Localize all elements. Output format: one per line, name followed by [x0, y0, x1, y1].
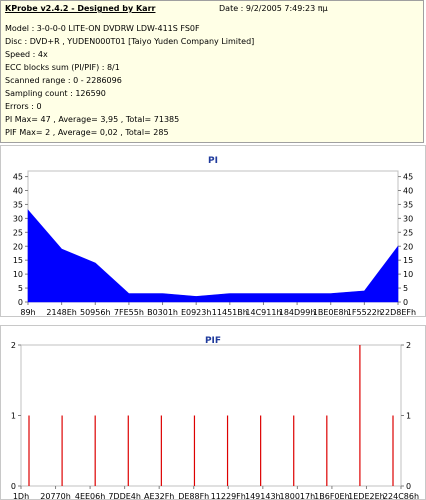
pi-x-tick-label: 11451Bh — [212, 308, 248, 316]
pi-y-tick-label: 35 — [13, 200, 23, 209]
pi-x-tick-label: 1BE0E8h — [313, 308, 349, 316]
pi-x-tick-label: E0923h — [181, 308, 211, 316]
pif-x-tick-label: 11229Fh — [211, 492, 246, 499]
pif-plot-area — [20, 344, 402, 487]
pif-x-tick-label: 1Dh — [13, 492, 29, 499]
pi-y-tick-label: 25 — [13, 228, 23, 237]
info-pi-stats: PI Max= 47 , Average= 3,95 , Total= 7138… — [5, 115, 180, 124]
pi-x-tick-label: 50956h — [80, 308, 111, 316]
pi-y-tick-label: 0 — [18, 298, 23, 307]
pif-x-tick-label: 7DDE4h — [108, 492, 141, 499]
pif-x-tick-label: 180017h — [280, 492, 316, 499]
pi-chart-panel: PI 45 45 40 40 35 35 30 30 25 25 20 20 15 15 10 10 5 5 0 0 8… — [0, 145, 426, 317]
pi-x-tick-label: 89h — [20, 308, 35, 316]
pi-y-tick-label-right: 0 — [403, 298, 408, 307]
info-range: Scanned range : 0 - 2286096 — [5, 76, 122, 85]
pi-y-tick-label: 30 — [13, 214, 23, 223]
pi-y-tick-label-right: 35 — [403, 200, 413, 209]
pif-x-tick-label: 224C86h — [383, 492, 419, 499]
info-model: Model : 3-0-0-0 LITE-ON DVDRW LDW-411S F… — [5, 24, 200, 33]
pif-y-tick-label-right: 2 — [406, 341, 411, 350]
pif-x-tick-label: 1EDE2Eh — [348, 492, 385, 499]
pi-x-tick-label: B0301h — [147, 308, 178, 316]
pi-series-area — [27, 209, 399, 303]
pif-x-tick-label: 149143h — [245, 492, 281, 499]
info-disc: Disc : DVD+R , YUDEN000T01 [Taiyo Yuden … — [5, 37, 255, 46]
pi-y-tick-label-right: 10 — [403, 270, 413, 279]
pi-y-tick-label-right: 20 — [403, 242, 413, 251]
pi-y-tick-label: 5 — [18, 284, 23, 293]
pif-x-tick-label: 20770h — [40, 492, 71, 499]
info-pif-stats: PIF Max= 2 , Average= 0,02 , Total= 285 — [5, 128, 169, 137]
info-panel: KProbe v2.4.2 - Designed by Karr Date : … — [0, 0, 424, 143]
pi-y-tick-label-right: 15 — [403, 256, 413, 265]
info-errors: Errors : 0 — [5, 102, 42, 111]
pi-x-tick-label: 1F5522h — [347, 308, 382, 316]
pif-y-tick-label-right: 0 — [406, 482, 411, 491]
pif-chart-panel: PIF 2 2 1 1 0 0 1Dh 20770h 4EE06h 7DDE4h AE32Fh DE8… — [0, 325, 426, 500]
pi-y-tick-label: 45 — [13, 173, 23, 182]
pi-y-tick-label-right: 40 — [403, 187, 413, 196]
pi-chart-title: PI — [208, 156, 218, 166]
pi-y-tick-label-right: 5 — [403, 284, 408, 293]
pif-y-tick-label: 1 — [11, 412, 16, 421]
pi-x-tick-label: 184D99h — [279, 308, 316, 316]
pi-y-tick-label: 15 — [13, 256, 23, 265]
pi-x-tick-label: 7FE55h — [114, 308, 144, 316]
app-title: KProbe v2.4.2 - Designed by Karr — [5, 4, 156, 13]
pi-y-tick-label: 10 — [13, 270, 23, 279]
pif-chart-title: PIF — [204, 336, 222, 346]
pif-y-tick-label: 2 — [11, 341, 16, 350]
info-sampling: Sampling count : 126590 — [5, 89, 106, 98]
pif-y-tick-label-right: 1 — [406, 412, 411, 421]
info-ecc: ECC blocks sum (PI/PIF) : 8/1 — [5, 63, 120, 72]
pi-x-tick-label: 2148Eh — [46, 308, 76, 316]
pi-y-tick-label-right: 25 — [403, 228, 413, 237]
pif-x-tick-label: DE88Fh — [178, 492, 209, 499]
pif-x-tick-label: 1B6F0Eh — [314, 492, 349, 499]
pif-y-tick-label: 0 — [11, 482, 16, 491]
pi-y-tick-label: 40 — [13, 187, 23, 196]
pi-y-tick-label: 20 — [13, 242, 23, 251]
pif-x-tick-label: AE32Fh — [144, 492, 174, 499]
pif-x-tick-label: 4EE06h — [75, 492, 105, 499]
pi-x-tick-label: 14C911h — [245, 308, 281, 316]
info-speed: Speed : 4x — [5, 50, 48, 59]
pi-y-tick-label-right: 30 — [403, 214, 413, 223]
pi-y-tick-label-right: 45 — [403, 173, 413, 182]
scan-date: Date : 9/2/2005 7:49:23 πμ — [219, 4, 328, 13]
pi-x-tick-label: 22D8EFh — [380, 308, 416, 316]
